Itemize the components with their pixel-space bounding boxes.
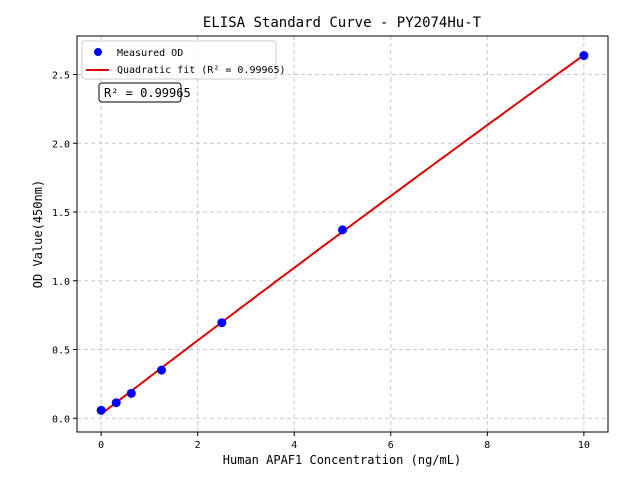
marks [96,51,589,415]
data-point [96,405,106,415]
legend-label-measured: Measured OD [117,48,183,59]
x-tick-label: 0 [98,440,104,451]
ticks: 0 2 4 6 8 10 0.0 0.5 1.0 1.5 2.0 2.5 [52,71,590,452]
x-axis-label: Human APAF1 Concentration (ng/mL) [223,453,461,467]
grid [77,36,608,432]
plot-frame [76,35,609,433]
chart-title: ELISA Standard Curve - PY2074Hu-T [203,15,482,31]
fit-line [100,54,585,415]
x-tick-label: 2 [195,440,201,451]
x-tick-label: 10 [578,440,590,451]
data-point [579,51,589,61]
y-tick-label: 2.0 [52,139,70,150]
y-tick-label: 2.5 [52,71,70,82]
legend: Measured OD Quadratic fit (R² = 0.99965) [81,40,286,80]
y-axis-label: OD Value(450nm) [31,180,45,288]
data-point [338,225,347,235]
x-tick-label: 8 [484,440,490,451]
legend-box [81,40,277,80]
y-tick-label: 0.0 [52,414,70,425]
y-tick-label: 0.5 [52,346,70,357]
r2-annotation-box [98,82,182,103]
r2-annotation: R² = 0.99965 [104,86,191,100]
legend-marker-measured [94,48,102,56]
x-tick-label: 6 [388,440,394,451]
legend-label-fit: Quadratic fit (R² = 0.99965) [117,65,286,76]
data-point [217,318,227,328]
x-tick-label: 4 [291,440,297,451]
data-point [156,365,166,375]
data-point [111,398,121,408]
y-tick-label: 1.0 [52,277,70,288]
data-point [126,388,136,398]
y-tick-label: 1.5 [52,208,70,219]
